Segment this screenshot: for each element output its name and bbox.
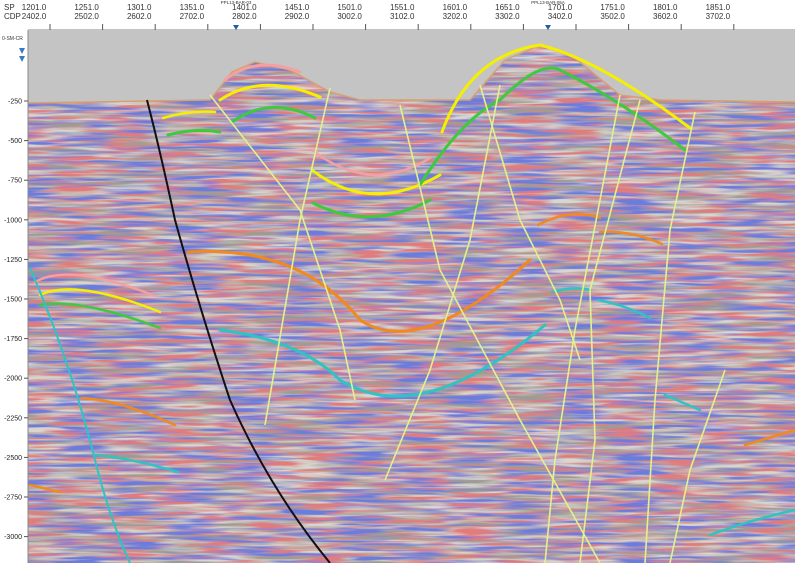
cdp-label: 2502.0 — [74, 12, 99, 21]
horizon-yellow — [440, 43, 692, 134]
datum-marker — [19, 56, 25, 62]
cdp-label: 2802.0 — [232, 12, 257, 21]
depth-label: -3000 — [4, 534, 22, 541]
sp-label: 1651.0 — [495, 3, 520, 12]
well-marker — [233, 25, 239, 30]
depth-label: -250 — [8, 99, 22, 106]
horizon-pink — [33, 273, 157, 298]
horizon-cyan — [93, 453, 180, 474]
sp-label: 1551.0 — [390, 3, 415, 12]
fault-cyan — [29, 267, 131, 563]
horizon-cyan — [708, 508, 795, 537]
sp-label: 1501.0 — [337, 3, 362, 12]
depth-label: -2500 — [4, 455, 22, 462]
cdp-label: 3702.0 — [706, 12, 731, 21]
sp-label: 1701.0 — [548, 3, 573, 12]
depth-label: -2000 — [4, 376, 22, 383]
fault — [579, 99, 641, 563]
horizon-cyan — [663, 393, 702, 412]
fault-black — [146, 99, 331, 563]
datum-marker — [19, 48, 25, 54]
fault — [644, 111, 696, 563]
topography — [27, 44, 795, 104]
sp-label: 1451.0 — [285, 3, 310, 12]
horizon-yellow — [310, 168, 442, 196]
cdp-label: 2602.0 — [127, 12, 152, 21]
sp-label: 1851.0 — [706, 3, 731, 12]
well-label: PPL13-BAR-03 — [221, 0, 252, 5]
well-label: PPL13-BAR-05A — [531, 0, 565, 5]
sp-label: 1751.0 — [600, 3, 625, 12]
sp-label: 1401.0 — [232, 3, 257, 12]
cdp-label: 3302.0 — [495, 12, 520, 21]
horizon-orange — [743, 428, 795, 447]
depth-label: -750 — [8, 178, 22, 185]
header-bar — [0, 0, 795, 30]
well-marker — [545, 25, 551, 30]
horizon-yellow — [38, 288, 162, 314]
fault — [399, 104, 601, 563]
depth-label: -2750 — [4, 495, 22, 502]
cdp-label: 3402.0 — [548, 12, 573, 21]
cdp-label: 2402.0 — [22, 12, 47, 21]
depth-label: -500 — [8, 138, 22, 145]
horizon-green — [166, 129, 222, 137]
fault — [669, 369, 726, 563]
sp-label: 1351.0 — [180, 3, 205, 12]
fault — [479, 84, 581, 361]
horizon-green — [230, 106, 317, 124]
sp-label: 1201.0 — [22, 3, 47, 12]
depth-label: -1750 — [4, 336, 22, 343]
depth-axis-bar — [0, 30, 28, 563]
seismic-traces — [28, 45, 795, 563]
horizon-yellow — [161, 110, 217, 120]
depth-label: -1000 — [4, 217, 22, 224]
horizon-orange — [80, 396, 177, 427]
cdp-label: 3202.0 — [443, 12, 468, 21]
horizon-yellow — [218, 83, 322, 102]
depth-label: -1500 — [4, 297, 22, 304]
sp-label: 1301.0 — [127, 3, 152, 12]
fault — [384, 84, 501, 481]
cdp-label: 3002.0 — [337, 12, 362, 21]
cdp-label: 3102.0 — [390, 12, 415, 21]
horizon-pink — [310, 148, 432, 176]
horizon-pink — [223, 63, 302, 82]
sp-label: 1251.0 — [74, 3, 99, 12]
horizon-cyan — [596, 298, 652, 320]
fault — [209, 94, 356, 401]
cdp-label: 3602.0 — [653, 12, 678, 21]
cdp-row-label: CDP — [4, 12, 21, 21]
sp-label: 1601.0 — [443, 3, 468, 12]
datum-label: 0-SM-CR — [2, 36, 23, 42]
horizon-cyan — [218, 323, 547, 398]
seismic-section — [28, 45, 795, 563]
horizon-green — [38, 302, 162, 330]
faults — [209, 84, 726, 563]
sp-label: 1801.0 — [653, 3, 678, 12]
depth-label: -1250 — [4, 257, 22, 264]
fault — [544, 94, 621, 563]
fault — [264, 87, 331, 426]
horizon-green — [418, 66, 687, 187]
cdp-label: 2702.0 — [180, 12, 205, 21]
horizon-orange — [186, 249, 532, 333]
horizon-orange — [536, 213, 602, 227]
depth-label: -2250 — [4, 415, 22, 422]
horizon-orange — [28, 483, 62, 494]
horizon-green — [311, 198, 432, 219]
horizons — [28, 43, 795, 563]
cdp-label: 2902.0 — [285, 12, 310, 21]
cdp-label: 3502.0 — [600, 12, 625, 21]
sp-row-label: SP — [4, 3, 15, 12]
